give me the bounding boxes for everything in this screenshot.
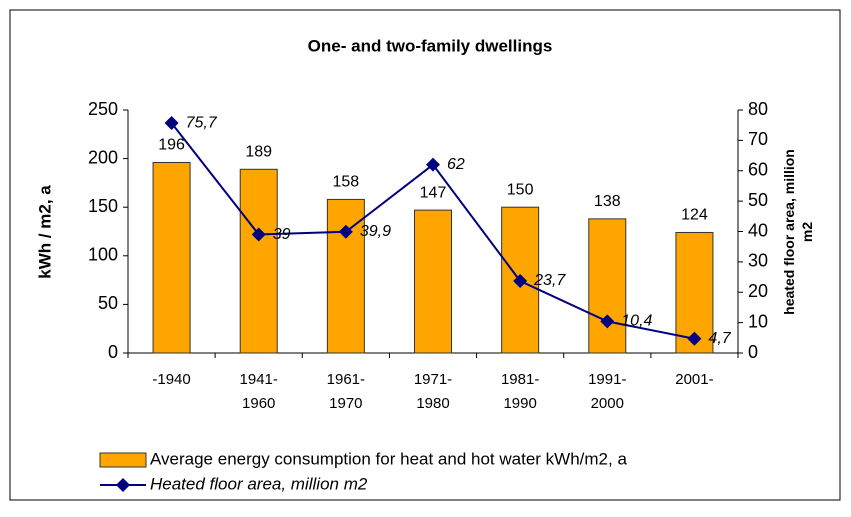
y2-tick-label: 70 bbox=[748, 129, 768, 149]
x-tick-label: 1971-1980 bbox=[414, 371, 452, 412]
bar bbox=[152, 161, 191, 354]
line-value-label: 62 bbox=[447, 156, 465, 173]
legend-label: Average energy consumption for heat and … bbox=[150, 449, 627, 468]
bar-value-label: 158 bbox=[333, 174, 360, 191]
legend-swatch bbox=[99, 452, 147, 468]
y2-tick-label: 40 bbox=[748, 220, 768, 240]
bar-value-label: 138 bbox=[594, 193, 621, 210]
y2-tick-label: 80 bbox=[748, 99, 768, 119]
y-tick-label: 150 bbox=[88, 196, 118, 216]
x-tick-label: 1981-1990 bbox=[501, 371, 539, 412]
x-tick-label: 2001- bbox=[675, 371, 713, 388]
legend-marker bbox=[116, 478, 130, 492]
x-tick-label: 1991-2000 bbox=[588, 371, 626, 412]
bar-value-label: 124 bbox=[681, 207, 708, 224]
line-marker bbox=[164, 116, 179, 131]
bar bbox=[414, 209, 452, 354]
line-value-label: 23,7 bbox=[533, 272, 566, 289]
bar-value-label: 150 bbox=[507, 181, 534, 198]
line-marker bbox=[338, 224, 353, 239]
bar-value-label: 147 bbox=[420, 184, 447, 201]
x-tick-label: 1961-1970 bbox=[327, 371, 365, 412]
line-value-label: 4,7 bbox=[708, 330, 731, 347]
y2-tick-label: 0 bbox=[748, 342, 758, 362]
bar bbox=[588, 218, 627, 354]
line-marker bbox=[426, 157, 440, 172]
y-tick-label: 250 bbox=[88, 99, 118, 119]
y-tick-label: 50 bbox=[98, 293, 118, 313]
y2-tick-label: 30 bbox=[748, 251, 768, 271]
bar-value-label: 196 bbox=[158, 137, 185, 154]
line-marker bbox=[513, 274, 528, 289]
line-value-label: 10,4 bbox=[621, 313, 652, 330]
line-value-label: 39 bbox=[273, 226, 291, 243]
y-axis-label: kWh / m2, a bbox=[35, 185, 54, 279]
line-marker bbox=[600, 314, 615, 329]
y2-axis-label: heated floor area, million m2 bbox=[781, 149, 815, 315]
line-value-label: 39,9 bbox=[360, 223, 391, 240]
bar-value-label: 189 bbox=[245, 144, 272, 161]
y-tick-label: 200 bbox=[88, 147, 118, 167]
x-tick-label: -1940 bbox=[152, 371, 190, 388]
chart-title: One- and two-family dwellings bbox=[308, 36, 553, 55]
line-marker bbox=[687, 331, 702, 346]
y2-tick-label: 10 bbox=[748, 311, 768, 331]
y-tick-label: 0 bbox=[108, 342, 118, 362]
y2-tick-label: 50 bbox=[748, 190, 768, 210]
bar bbox=[239, 168, 278, 354]
y-tick-label: 100 bbox=[88, 245, 118, 265]
line-value-label: 75,7 bbox=[186, 114, 218, 131]
line-marker bbox=[251, 227, 266, 242]
y2-tick-label: 60 bbox=[748, 160, 768, 180]
legend-label: Heated floor area, million m2 bbox=[150, 474, 368, 493]
x-tick-label: 1941-1960 bbox=[240, 371, 278, 412]
y2-tick-label: 20 bbox=[748, 281, 768, 301]
